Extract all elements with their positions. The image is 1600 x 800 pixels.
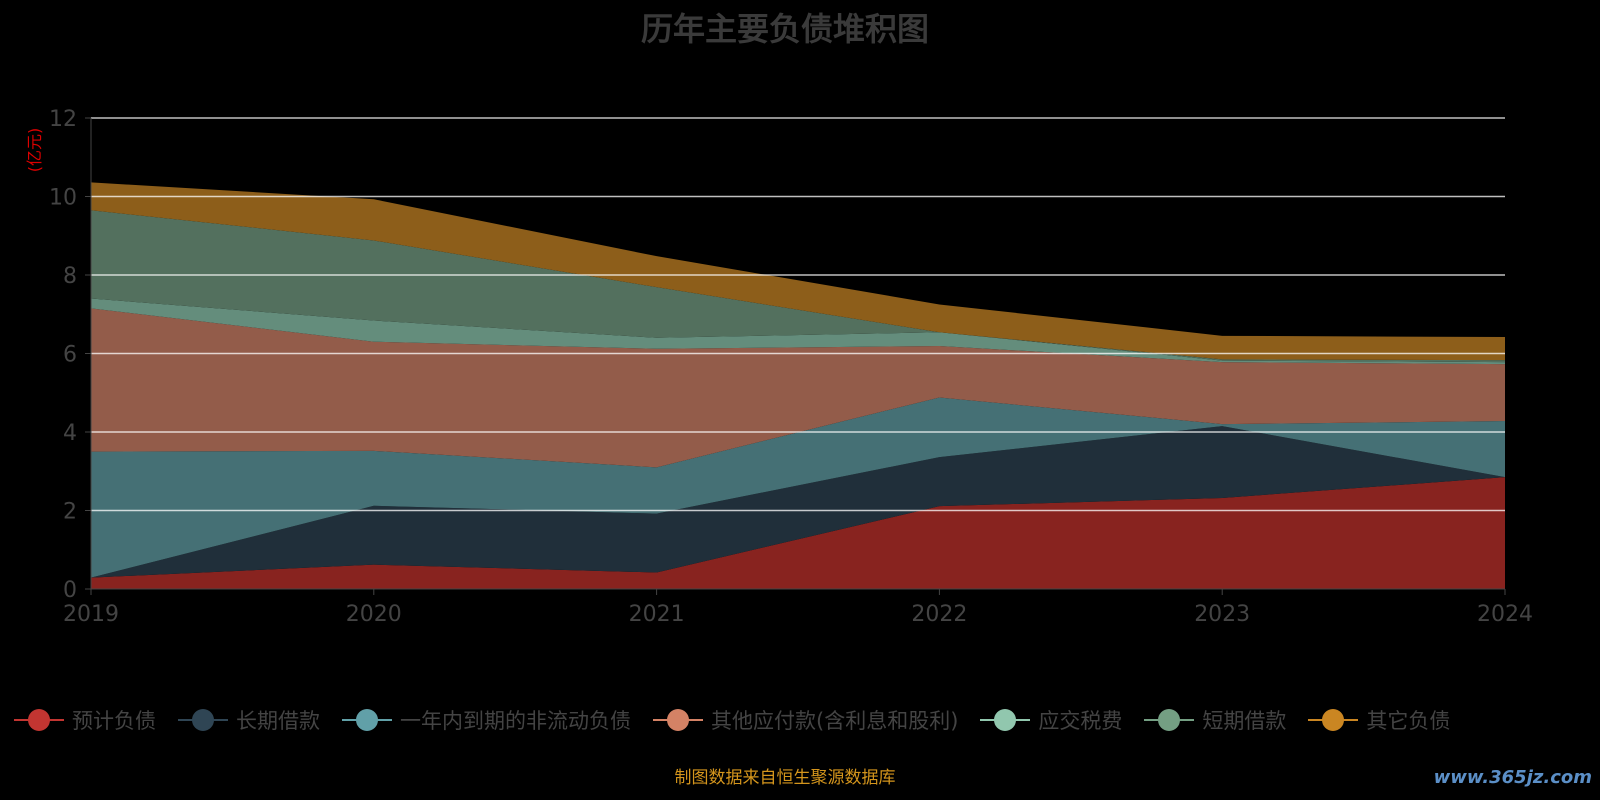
legend-label: 短期借款 (1202, 709, 1287, 733)
legend-item[interactable]: 其它负债 (1308, 705, 1450, 735)
data-source-note: 制图数据来自恒生聚源数据库 (674, 768, 896, 788)
legend-item[interactable]: 一年内到期的非流动负债 (342, 705, 631, 735)
legend: 预计负债 长期借款 一年内到期的非流动负债 其他应付款(含利息和股利) 应交税费 短期借款… (14, 705, 1450, 735)
legend-label: 长期借款 (236, 709, 320, 733)
area-series-5[interactable] (91, 210, 1505, 363)
legend-label: 一年内到期的非流动负债 (400, 709, 631, 733)
legend-label: 其他应付款(含利息和股利) (711, 709, 959, 733)
legend-item[interactable]: 预计负债 (14, 705, 156, 735)
legend-item[interactable]: 其他应付款(含利息和股利) (653, 705, 958, 735)
x-tick-label: 2021 (629, 602, 685, 627)
area-series-1[interactable] (91, 426, 1505, 578)
legend-marker-icon (1144, 706, 1195, 734)
area-series-3[interactable] (91, 308, 1505, 468)
x-tick-label: 2024 (1477, 602, 1533, 627)
legend-marker-icon (14, 706, 64, 734)
area-series-4[interactable] (91, 298, 1505, 365)
axes: 0 2 4 6 8 10 12 2019 2020 2021 2022 2023 2024 (49, 107, 1533, 627)
chart-title: 历年主要负债堆积图 (640, 10, 929, 48)
x-tick-label: 2023 (1194, 602, 1250, 627)
y-tick-label: 10 (49, 186, 77, 211)
legend-marker-icon (178, 706, 228, 734)
areas (91, 182, 1505, 589)
legend-marker-icon (1308, 706, 1359, 734)
area-series-2[interactable] (91, 397, 1505, 578)
legend-item[interactable]: 短期借款 (1144, 705, 1286, 735)
legend-marker-icon (653, 706, 703, 734)
legend-marker-icon (342, 706, 392, 734)
legend-marker-icon (980, 706, 1031, 734)
y-tick-label: 2 (63, 500, 77, 525)
stacked-area-chart: 0 2 4 6 8 10 12 2019 2020 2021 2022 2023 2024 (49, 107, 1533, 627)
y-tick-label: 6 (63, 343, 77, 368)
area-series-6[interactable] (91, 182, 1505, 361)
legend-item[interactable]: 长期借款 (178, 705, 320, 735)
y-tick-label: 4 (63, 421, 77, 446)
y-tick-label: 0 (63, 578, 77, 603)
y-tick-label: 12 (49, 107, 77, 132)
watermark: www.365jz.com (1433, 767, 1592, 788)
x-tick-label: 2020 (346, 602, 402, 627)
gridlines (91, 117, 1505, 512)
x-tick-label: 2022 (911, 602, 967, 627)
area-series-0[interactable] (91, 477, 1505, 589)
legend-label: 预计负债 (72, 709, 156, 733)
legend-label: 其它负债 (1366, 709, 1451, 733)
legend-label: 应交税费 (1038, 709, 1123, 733)
x-tick-label: 2019 (63, 602, 119, 627)
legend-item[interactable]: 应交税费 (980, 705, 1122, 735)
y-tick-label: 8 (63, 264, 77, 289)
